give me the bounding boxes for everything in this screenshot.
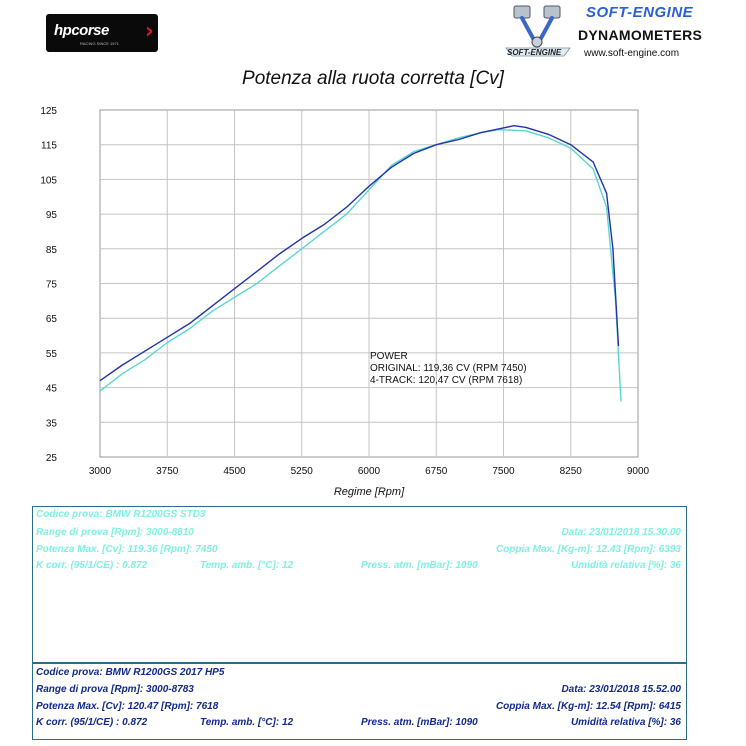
track-test-max-torque: Coppia Max. [Kg-m]: 12.54 [Rpm]: 6415 <box>495 701 681 712</box>
y-tick-label: 45 <box>46 384 58 395</box>
soft-engine-brand: SOFT-ENGINE <box>586 4 694 21</box>
original-test-temp: Temp. amb. [°C]: 12 <box>200 560 294 571</box>
soft-engine-small-logo: SOFT-ENGINE <box>507 48 562 57</box>
x-tick-label: 5250 <box>291 466 314 477</box>
track-test-max-power: Potenza Max. [Cv]: 120.47 [Rpm]: 7618 <box>36 701 219 712</box>
x-tick-label: 7500 <box>492 466 515 477</box>
track-test-code: Codice prova: BMW R1200GS 2017 HP5 <box>36 667 225 678</box>
original-test-block: Codice prova: BMW R1200GS STD3 Range di … <box>33 507 686 662</box>
original-test-max-power: Potenza Max. [Cv]: 119.36 [Rpm]: 7450 <box>36 544 218 555</box>
y-tick-label: 65 <box>46 314 58 325</box>
track-test-range: Range di prova [Rpm]: 3000-8783 <box>36 684 194 695</box>
pistons-icon <box>505 5 571 57</box>
soft-engine-url: www.soft-engine.com <box>584 48 680 59</box>
x-tick-label: 6000 <box>358 466 381 477</box>
original-test-kcorr: K corr. (95/1/CE) : 0.872 <box>36 560 148 571</box>
power-annotation: POWER ORIGINAL: 119,36 CV (RPM 7450) 4-T… <box>370 351 527 387</box>
original-test-pressure: Press. atm. [mBar]: 1090 <box>361 560 478 571</box>
x-tick-label: 4500 <box>223 466 246 477</box>
track-power-line <box>99 124 620 382</box>
power-chart: 3000 3750 4500 5250 6000 6750 7500 8250 9000 125 1… <box>40 106 650 498</box>
track-test-temp: Temp. amb. [°C]: 12 <box>200 717 294 728</box>
hpcorse-logo: hpcorse RACING SINCE 1971 › <box>46 14 158 52</box>
original-test-code: Codice prova: BMW R1200GS STD3 <box>36 509 206 520</box>
hpcorse-logo-text: hpcorse <box>54 22 109 39</box>
x-tick-label: 3000 <box>89 466 112 477</box>
x-tick-label: 9000 <box>627 466 650 477</box>
annotation-title: POWER <box>370 351 408 362</box>
original-test-humidity: Umidità relativa [%]: 36 <box>570 560 681 571</box>
y-tick-label: 95 <box>46 210 58 221</box>
dynamometers-label: DYNAMOMETERS <box>578 27 703 43</box>
y-tick-label: 75 <box>46 280 58 291</box>
y-tick-label: 125 <box>40 106 57 117</box>
annotation-4track: 4-TRACK: 120,47 CV (RPM 7618) <box>370 375 523 386</box>
x-axis-label: Regime [Rpm] <box>334 486 405 498</box>
y-tick-label: 35 <box>46 418 58 429</box>
x-tick-label: 8250 <box>560 466 583 477</box>
y-tick-label: 55 <box>46 349 58 360</box>
original-test-range: Range di prova [Rpm]: 3000-8810 <box>36 527 194 538</box>
track-test-humidity: Umidità relativa [%]: 36 <box>570 717 681 728</box>
track-test-block: Codice prova: BMW R1200GS 2017 HP5 Range… <box>33 662 686 741</box>
track-test-date: Data: 23/01/2018 15.52.00 <box>561 684 681 695</box>
y-tick-label: 25 <box>46 453 58 464</box>
track-test-kcorr: K corr. (95/1/CE) : 0.872 <box>36 717 148 728</box>
chevron-right-icon: › <box>144 19 154 44</box>
y-tick-label: 105 <box>40 175 57 186</box>
annotation-original: ORIGINAL: 119,36 CV (RPM 7450) <box>370 363 527 374</box>
x-tick-label: 3750 <box>156 466 179 477</box>
original-test-max-torque: Coppia Max. [Kg-m]: 12.43 [Rpm]: 6393 <box>495 544 681 555</box>
original-test-date: Data: 23/01/2018 15.30.00 <box>561 527 681 538</box>
x-tick-label: 6750 <box>425 466 448 477</box>
y-tick-label: 85 <box>46 245 58 256</box>
chart-title: Potenza alla ruota corretta [Cv] <box>242 68 504 89</box>
y-tick-label: 115 <box>41 141 57 152</box>
hpcorse-logo-subtext: RACING SINCE 1971 <box>80 41 119 46</box>
track-test-pressure: Press. atm. [mBar]: 1090 <box>361 717 478 728</box>
test-info-panel: Codice prova: BMW R1200GS STD3 Range di … <box>32 506 687 740</box>
